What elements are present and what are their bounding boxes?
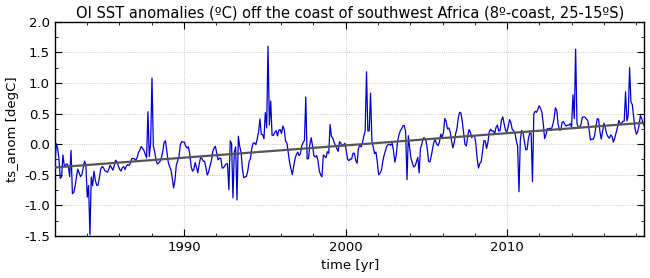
Y-axis label: ts_anom [degC]: ts_anom [degC] — [6, 76, 19, 182]
X-axis label: time [yr]: time [yr] — [320, 259, 379, 272]
Title: OI SST anomalies (ºC) off the coast of southwest Africa (8º-coast, 25-15ºS): OI SST anomalies (ºC) off the coast of s… — [75, 6, 624, 21]
